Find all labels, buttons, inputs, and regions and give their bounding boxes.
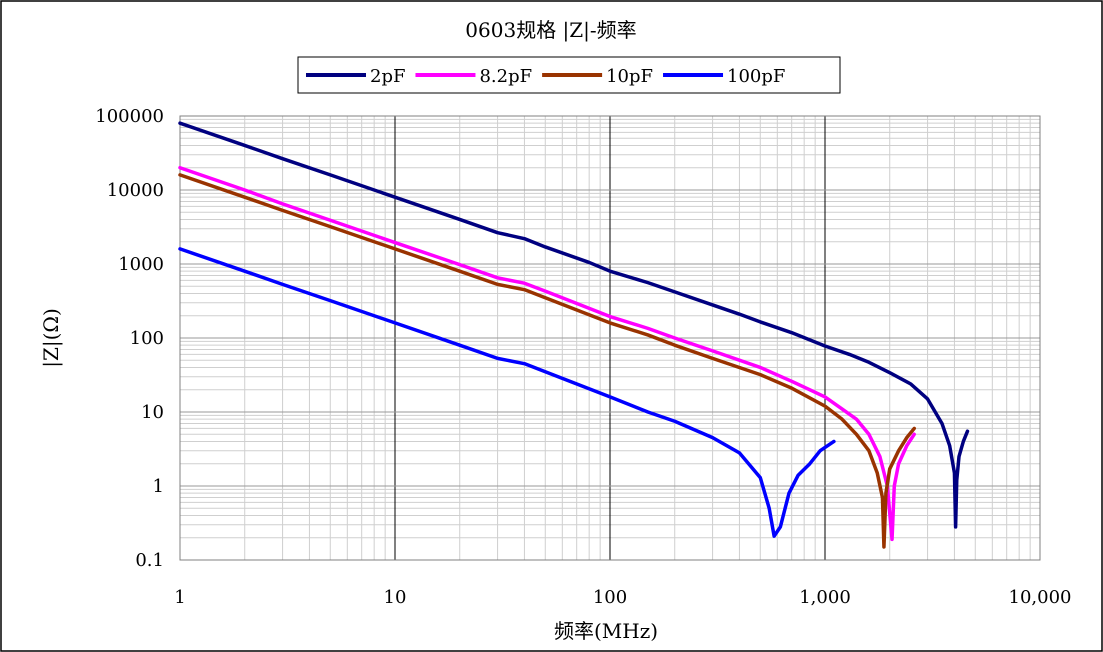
legend-label: 8.2pF — [479, 66, 532, 87]
y-tick-label: 0.1 — [135, 550, 164, 571]
y-tick-label: 1000 — [118, 254, 164, 275]
y-tick-label: 100 — [130, 328, 164, 349]
series-line-8.2pF — [178, 165, 916, 542]
x-tick-label: 1 — [174, 587, 185, 608]
legend-label: 10pF — [606, 66, 653, 87]
series-layer — [178, 121, 970, 549]
legend-label: 2pF — [370, 66, 405, 87]
y-tick-label: 10000 — [107, 180, 164, 201]
x-tick-label: 10 — [384, 587, 407, 608]
y-axis-label: |Z|(Ω) — [39, 308, 64, 368]
legend-label: 100pF — [727, 66, 785, 87]
tick-labels: 1 10 100 1,000 10,000 0.1 1 10 100 1000 10000 10000… — [95, 106, 1071, 608]
legend: 2pF 8.2pF 10pF 100pF — [297, 56, 841, 94]
chart-title: 0603规格 |Z|-频率 — [465, 18, 636, 43]
y-tick-label: 100000 — [95, 106, 164, 127]
x-tick-label: 1,000 — [799, 587, 851, 608]
y-tick-label: 1 — [153, 476, 164, 497]
series-line-100pF — [178, 247, 836, 538]
plot-frame — [179, 115, 1041, 561]
x-axis-label: 频率(MHz) — [554, 619, 658, 643]
series-line-2pF — [178, 121, 970, 529]
series-line-10pF — [178, 173, 916, 549]
y-tick-label: 10 — [141, 402, 164, 423]
x-tick-label: 100 — [593, 587, 627, 608]
x-tick-label: 10,000 — [1009, 587, 1072, 608]
